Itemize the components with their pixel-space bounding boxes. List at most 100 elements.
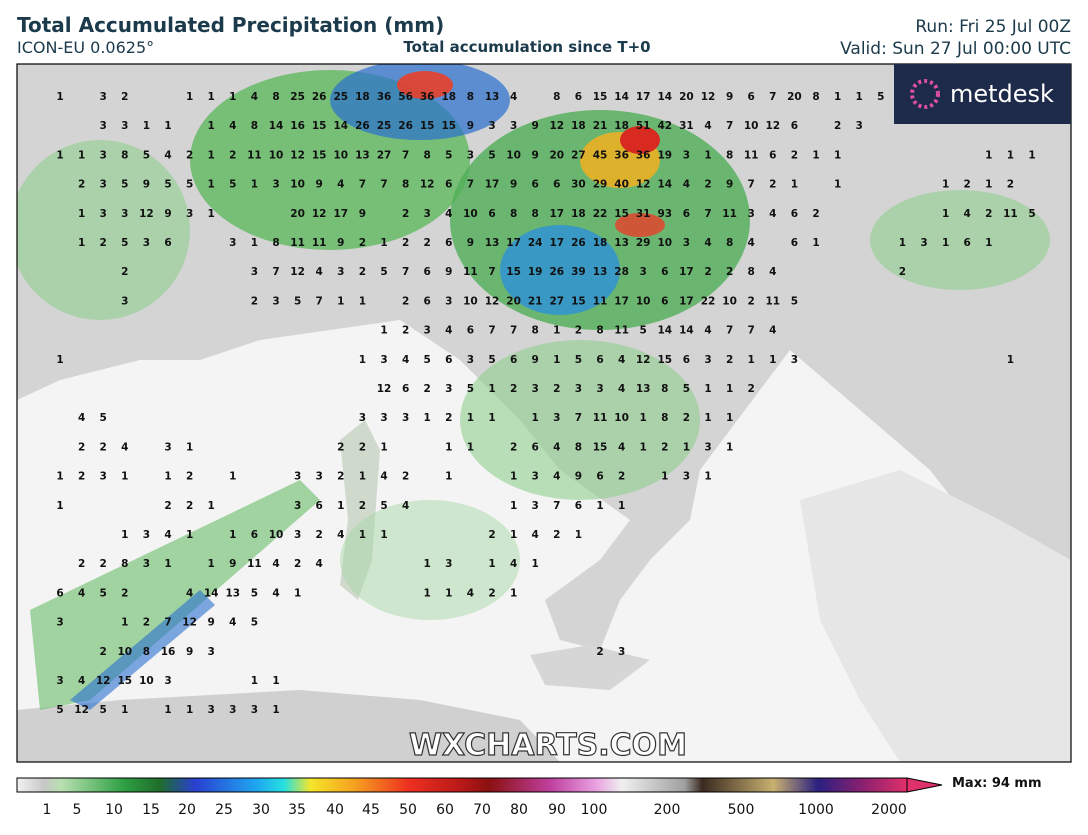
grid-label: 5 (877, 91, 884, 103)
grid-label: 12 (636, 179, 651, 191)
grid-label: 3 (380, 354, 387, 366)
grid-label: 3 (596, 383, 603, 395)
grid-label: 6 (402, 383, 409, 395)
grid-label: 10 (117, 646, 132, 658)
grid-label: 6 (510, 354, 517, 366)
grid-label: 1 (532, 412, 539, 424)
grid-label: 4 (769, 208, 776, 220)
grid-label: 1 (56, 91, 63, 103)
grid-label: 2 (899, 266, 906, 278)
grid-label: 17 (333, 208, 348, 220)
grid-label: 4 (704, 237, 711, 249)
grid-label: 8 (532, 208, 539, 220)
grid-label: 12 (485, 295, 500, 307)
grid-label: 3 (445, 295, 452, 307)
grid-label: 5 (251, 617, 258, 629)
colorbar-label: 90 (548, 802, 566, 818)
grid-label: 11 (290, 237, 305, 249)
grid-label: 7 (402, 266, 409, 278)
grid-label: 2 (985, 208, 992, 220)
grid-label: 3 (100, 149, 107, 161)
grid-label: 6 (596, 354, 603, 366)
grid-label: 6 (488, 208, 495, 220)
grid-label: 6 (683, 208, 690, 220)
colorbar-label: 500 (728, 802, 755, 818)
grid-label: 8 (251, 120, 258, 132)
grid-label: 1 (618, 500, 625, 512)
grid-label: 10 (722, 295, 737, 307)
grid-label: 1 (208, 558, 215, 570)
grid-label: 12 (377, 383, 392, 395)
grid-label: 25 (290, 91, 305, 103)
grid-label: 8 (143, 646, 150, 658)
grid-label: 14 (657, 325, 672, 337)
grid-label: 1 (1007, 354, 1014, 366)
grid-label: 3 (359, 412, 366, 424)
grid-label: 1 (424, 558, 431, 570)
grid-label: 1 (186, 704, 193, 716)
grid-label: 1 (532, 558, 539, 570)
grid-label: 3 (337, 266, 344, 278)
colorbar-label: 45 (362, 802, 380, 818)
grid-label: 1 (359, 529, 366, 541)
grid-label: 1 (359, 354, 366, 366)
grid-label: 4 (748, 237, 755, 249)
grid-label: 10 (636, 295, 651, 307)
grid-label: 2 (1007, 179, 1014, 191)
grid-label: 3 (402, 412, 409, 424)
grid-label: 1 (208, 500, 215, 512)
grid-label: 26 (549, 266, 564, 278)
grid-label: 12 (549, 120, 564, 132)
colorbar-label: 1000 (798, 802, 834, 818)
grid-label: 1 (791, 179, 798, 191)
grid-label: 2 (704, 266, 711, 278)
grid-label: 1 (121, 617, 128, 629)
colorbar-label: 50 (399, 802, 417, 818)
grid-label: 9 (143, 179, 150, 191)
grid-label: 3 (56, 617, 63, 629)
grid-label: 2 (791, 149, 798, 161)
grid-label: 20 (679, 91, 694, 103)
grid-label: 31 (679, 120, 694, 132)
grid-label: 1 (942, 179, 949, 191)
grid-label: 7 (359, 179, 366, 191)
grid-label: 7 (488, 325, 495, 337)
land-sicily (530, 645, 650, 690)
grid-label: 2 (424, 383, 431, 395)
grid-label: 1 (510, 500, 517, 512)
grid-label: 6 (424, 266, 431, 278)
grid-label: 2 (596, 646, 603, 658)
run-time: Run: Fri 25 Jul 00Z (915, 17, 1071, 37)
grid-label: 1 (488, 558, 495, 570)
grid-label: 10 (657, 237, 672, 249)
grid-label: 12 (765, 120, 780, 132)
grid-label: 18 (593, 237, 608, 249)
grid-label: 1 (229, 529, 236, 541)
grid-label: 13 (614, 237, 629, 249)
grid-label: 6 (445, 237, 452, 249)
grid-label: 2 (553, 529, 560, 541)
grid-label: 10 (139, 675, 154, 687)
grid-label: 7 (553, 500, 560, 512)
grid-label: 13 (593, 266, 608, 278)
grid-label: 9 (316, 179, 323, 191)
grid-label: 1 (424, 412, 431, 424)
grid-label: 18 (571, 208, 586, 220)
grid-label: 2 (402, 471, 409, 483)
grid-label: 8 (726, 237, 733, 249)
grid-label: 9 (575, 471, 582, 483)
grid-label: 15 (312, 120, 327, 132)
grid-label: 6 (575, 91, 582, 103)
grid-label: 18 (441, 91, 456, 103)
grid-label: 6 (532, 179, 539, 191)
grid-label: 18 (571, 120, 586, 132)
grid-label: 1 (640, 412, 647, 424)
grid-label: 2 (748, 383, 755, 395)
grid-label: 12 (290, 149, 305, 161)
grid-label: 1 (942, 237, 949, 249)
grid-label: 10 (269, 529, 284, 541)
grid-label: 5 (683, 383, 690, 395)
grid-label: 1 (337, 500, 344, 512)
